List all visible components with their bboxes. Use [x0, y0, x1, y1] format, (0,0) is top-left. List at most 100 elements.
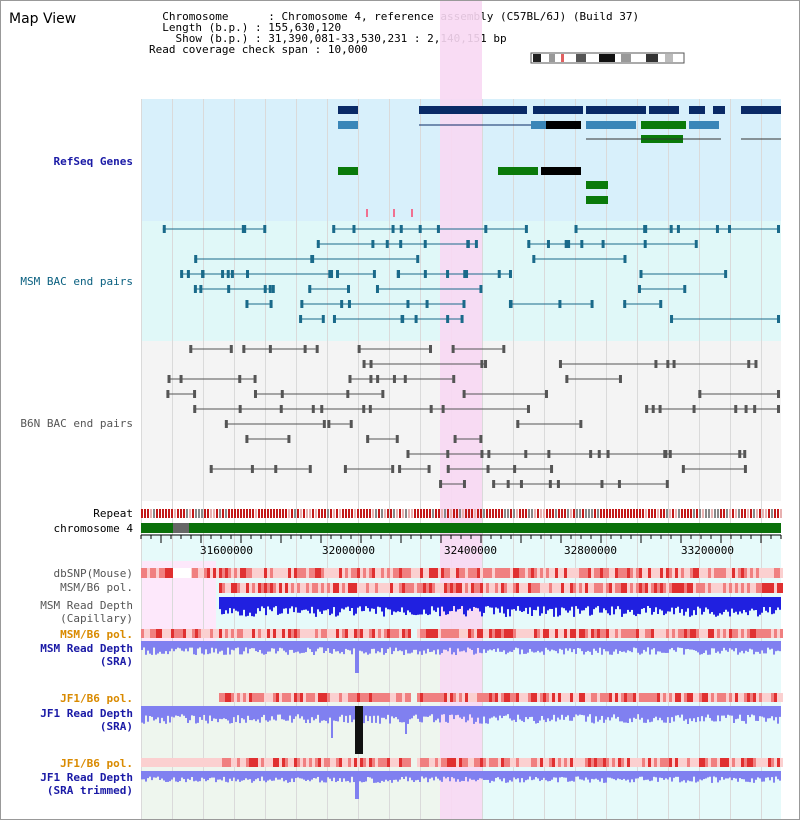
jf1-b6-pol-strip: [282, 693, 285, 702]
msm-depth-sra: [203, 641, 205, 655]
track-label-msm-depth-capillary[interactable]: MSM Read Depth (Capillary): [40, 599, 133, 625]
b6n-bac-pair-end: [193, 390, 197, 398]
msm-depth-capillary: [649, 597, 651, 609]
track-label-msm-b6-pol[interactable]: MSM/B6 pol.: [60, 581, 133, 594]
msm-depth-capillary: [611, 597, 613, 607]
msm-depth-capillary: [309, 597, 311, 614]
repeat-feature: [756, 509, 758, 518]
jf1-b6-pol-2-strip: [612, 758, 615, 767]
dbsnp-strip: [534, 568, 537, 578]
b6n-bac-pair-end: [446, 450, 450, 458]
dbsnp-strip: [426, 568, 429, 578]
jf1-depth-trimmed: [665, 771, 667, 779]
msm-depth-capillary: [555, 597, 557, 608]
jf1-b6-pol-2-strip: [765, 758, 768, 767]
track-label-b6n-bac[interactable]: B6N BAC end pairs: [20, 417, 133, 430]
track-label-jf1-depth[interactable]: JF1 Read Depth (SRA): [40, 707, 133, 733]
repeat-feature: [696, 509, 698, 518]
jf1-b6-pol-2-strip: [438, 758, 441, 767]
b6n-bac-pair-end: [453, 435, 457, 443]
jf1-depth-trimmed: [339, 771, 341, 779]
track-label-refseq[interactable]: RefSeq Genes: [53, 155, 133, 168]
jf1-depth-trimmed: [687, 771, 689, 781]
msm-depth-capillary: [319, 597, 321, 612]
msm-depth-capillary: [463, 597, 465, 615]
jf1-depth-trimmed: [325, 771, 327, 783]
jf1-b6-pol-strip: [243, 693, 246, 702]
msm-b6-pol-strip: [591, 583, 594, 593]
repeat-feature: [720, 509, 722, 518]
msm-depth-sra: [479, 641, 481, 653]
track-label-jf1-depth-trimmed[interactable]: JF1 Read Depth (SRA trimmed): [40, 771, 133, 797]
track-label-msm-b6-pol-sra[interactable]: MSM/B6 pol.: [60, 628, 133, 641]
jf1-depth: [417, 706, 419, 719]
jf1-b6-pol-2-strip: [315, 758, 318, 767]
msm-depth-capillary: [399, 597, 401, 612]
msm-depth-sra: [361, 641, 363, 652]
jf1-b6-pol-strip: [702, 693, 705, 702]
jf1-b6-pol-2-strip: [762, 758, 765, 767]
refseq-gene: [641, 121, 686, 129]
track-label-msm-depth-sra[interactable]: MSM Read Depth (SRA): [40, 642, 133, 668]
repeat-feature: [162, 509, 164, 518]
repeat-feature: [435, 509, 437, 518]
msm-b6-pol-sra-strip: [732, 629, 735, 638]
jf1-b6-pol-2-left: [141, 758, 219, 767]
msm-depth-capillary: [465, 597, 467, 617]
jf1-b6-pol-strip: [723, 693, 726, 702]
msm-depth-capillary: [597, 597, 599, 607]
msm-b6-pol-strip: [369, 583, 372, 593]
jf1-b6-pol-2-strip: [453, 758, 456, 767]
jf1-depth: [293, 706, 295, 719]
msm-b6-pol-strip: [462, 583, 465, 593]
track-label-msm-bac[interactable]: MSM BAC end pairs: [20, 275, 133, 288]
msm-depth-capillary: [681, 597, 683, 610]
msm-depth-sra: [759, 641, 761, 654]
msm-b6-pol-strip: [468, 583, 471, 593]
dbsnp-strip: [321, 568, 324, 578]
msm-depth-capillary: [423, 597, 425, 610]
msm-depth-sra: [579, 641, 581, 649]
msm-depth-cap-line1: MSM Read Depth: [40, 599, 133, 612]
b6n-bac-pair-end: [698, 390, 702, 398]
repeat-feature: [468, 509, 470, 518]
jf1-depth: [759, 706, 761, 717]
jf1-b6-pol-strip: [276, 693, 279, 702]
jf1-b6-pol-strip: [630, 693, 633, 702]
jf1-depth-trimmed: [393, 771, 395, 780]
jf1-depth-trimmed: [269, 771, 271, 780]
jf1-b6-pol-2-strip: [387, 758, 390, 767]
msm-b6-pol-strip: [423, 583, 426, 593]
jf1-depth-trimmed: [273, 771, 275, 781]
jf1-depth-trimmed: [427, 771, 429, 783]
jf1-b6-pol-2-strip: [678, 758, 681, 767]
repeat-feature: [354, 509, 356, 518]
jf1-b6-pol-2-strip: [711, 758, 714, 767]
track-label-repeat[interactable]: Repeat: [93, 507, 133, 520]
track-label-chromosome[interactable]: chromosome 4: [53, 522, 133, 535]
msm-depth-sra: [381, 641, 383, 649]
msm-depth-capillary: [233, 597, 235, 609]
msm-b6-pol-strip: [384, 583, 387, 593]
msm-depth-sra: [515, 641, 517, 648]
track-label-jf1-b6-pol[interactable]: JF1/B6 pol.: [60, 692, 133, 705]
msm-depth-sra: [275, 641, 277, 654]
msm-depth-sra: [653, 641, 655, 649]
track-label-dbsnp[interactable]: dbSNP(Mouse): [53, 567, 133, 580]
b6n-bac-pair-end: [665, 480, 669, 488]
jf1-depth-trimmed: [721, 771, 723, 777]
jf1-b6-pol-strip: [726, 693, 729, 702]
msm-depth-capillary: [757, 597, 759, 617]
track-label-jf1-b6-pol-2[interactable]: JF1/B6 pol.: [60, 757, 133, 770]
b6n-bac-pair-end: [303, 345, 307, 353]
b6n-bac-pair-end: [754, 360, 758, 368]
jf1-depth: [777, 706, 779, 724]
jf1-depth: [223, 706, 225, 719]
msm-depth-sra: [163, 641, 165, 654]
msm-b6-pol-strip: [252, 583, 255, 593]
msm-b6-pol-sra-strip: [579, 629, 582, 638]
msm-b6-pol-sra-strip: [492, 629, 495, 638]
b6n-bac-pair-end: [777, 405, 780, 413]
msm-depth-sra: [741, 641, 743, 651]
